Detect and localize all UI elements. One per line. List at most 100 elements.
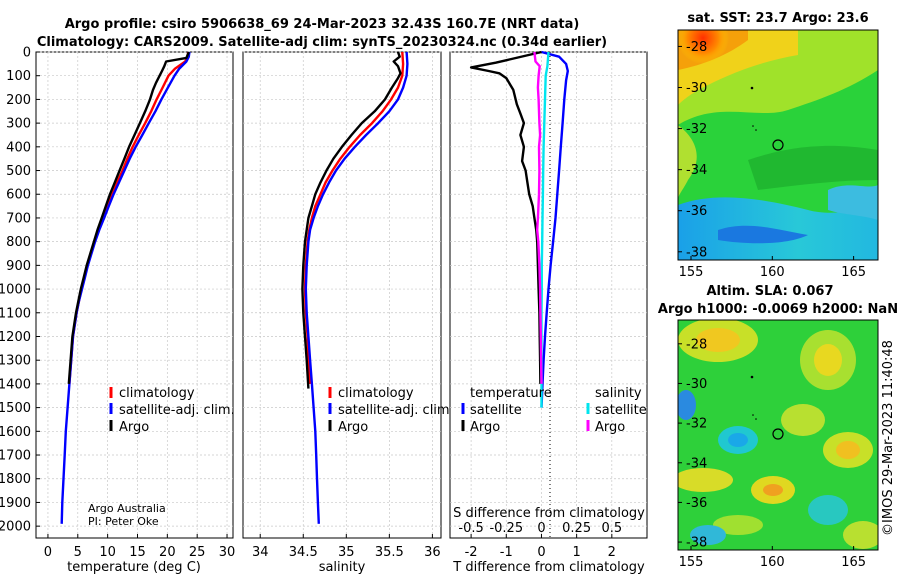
y-tick-label: 700 bbox=[6, 211, 31, 226]
sla-argo-position bbox=[772, 428, 784, 440]
salinity-legend-satellite: satellite-adj. clim. bbox=[338, 403, 454, 418]
temperature-legend: climatology satellite-adj. clim. Argo bbox=[109, 386, 235, 435]
x-tick-label: 35 bbox=[338, 545, 355, 560]
diff-legend-title-temperature: temperature bbox=[470, 386, 552, 401]
sla-float-track-dot bbox=[752, 414, 754, 416]
x-tick-label: 5 bbox=[74, 545, 82, 560]
sla-float-track-dot bbox=[755, 418, 757, 420]
map-y-tick-label: -32 bbox=[686, 122, 707, 137]
map-y-tick-label: -34 bbox=[686, 456, 707, 471]
x-tick-label: 2 bbox=[608, 545, 616, 560]
series-line-argo bbox=[301, 51, 402, 389]
series-line-satellite-adj-clim- bbox=[304, 51, 409, 524]
diff-legend-s-satellite: satellite bbox=[595, 403, 647, 418]
y-tick-label: 800 bbox=[6, 235, 31, 250]
difference-x-ticks: -2 -1 0 1 2 bbox=[465, 534, 616, 560]
sst-map-frame bbox=[677, 29, 879, 261]
map-y-tick-label: -32 bbox=[686, 417, 707, 432]
top-x-tick-label: 0 bbox=[537, 521, 545, 536]
difference-legend: temperature salinity satellite Argo sate… bbox=[461, 386, 647, 435]
map-x-tick-label: 155 bbox=[679, 555, 704, 570]
salinity-lines bbox=[301, 51, 409, 524]
salinity-legend-argo: Argo bbox=[338, 420, 368, 435]
y-tick-label: 1100 bbox=[0, 306, 31, 321]
imos-credit: ©IMOS 29-Mar-2023 11:40:48 bbox=[881, 340, 896, 536]
y-tick-label: 600 bbox=[6, 188, 31, 203]
x-tick-label: 35.5 bbox=[375, 545, 404, 560]
series-line-t-satellite bbox=[540, 50, 569, 408]
top-x-tick-label: -0.25 bbox=[489, 521, 523, 536]
sla-map-ticks: 155 160 165 -28 -30 -32 -34 -36 -38 bbox=[678, 337, 866, 570]
difference-top-x-ticks: -0.5 -0.25 0 0.25 0.5 bbox=[458, 521, 622, 536]
x-tick-label: 0 bbox=[44, 545, 52, 560]
y-tick-label: 1500 bbox=[0, 401, 31, 416]
y-tick-label: 900 bbox=[6, 259, 31, 274]
temperature-xlabel: temperature (deg C) bbox=[67, 560, 201, 575]
x-tick-label: -1 bbox=[500, 545, 513, 560]
y-tick-label: 1300 bbox=[0, 354, 31, 369]
y-tick-label: 100 bbox=[6, 69, 31, 84]
y-tick-label: 1000 bbox=[0, 283, 31, 298]
x-tick-label: -2 bbox=[465, 545, 478, 560]
y-tick-label: 0 bbox=[23, 46, 31, 61]
map-y-tick-label: -38 bbox=[686, 245, 707, 260]
x-tick-label: 30 bbox=[219, 545, 236, 560]
sla-map-frame bbox=[677, 319, 879, 551]
map-y-tick-label: -38 bbox=[686, 536, 707, 551]
y-tick-label: 2000 bbox=[0, 520, 31, 535]
x-tick-label: 15 bbox=[129, 545, 146, 560]
x-tick-label: 34 bbox=[252, 545, 269, 560]
top-x-tick-label: 0.5 bbox=[601, 521, 622, 536]
salinity-legend-climatology: climatology bbox=[338, 386, 414, 401]
temperature-x-ticks: 0 5 10 15 20 25 30 bbox=[44, 534, 236, 560]
sst-float-track-dot bbox=[750, 86, 754, 90]
sla-map-image bbox=[678, 320, 878, 550]
y-tick-label: 500 bbox=[6, 164, 31, 179]
difference-xlabel: T difference from climatology bbox=[452, 560, 645, 575]
sst-map-image bbox=[678, 30, 878, 260]
top-x-tick-label: -0.5 bbox=[458, 521, 483, 536]
y-tick-label: 300 bbox=[6, 117, 31, 132]
y-tick-label: 200 bbox=[6, 93, 31, 108]
temperature-lines bbox=[60, 51, 191, 524]
difference-grid bbox=[450, 51, 647, 538]
figure-title-line1: Argo profile: csiro 5906638_69 24-Mar-20… bbox=[65, 17, 580, 32]
figure-title-line2: Climatology: CARS2009. Satellite-adj cli… bbox=[37, 35, 607, 50]
temperature-legend-climatology: climatology bbox=[119, 386, 195, 401]
map-y-tick-label: -28 bbox=[686, 40, 707, 55]
y-tick-label: 1400 bbox=[0, 377, 31, 392]
diff-legend-s-argo: Argo bbox=[595, 420, 625, 435]
salinity-grid bbox=[243, 51, 441, 538]
map-y-tick-label: -36 bbox=[686, 496, 707, 511]
y-tick-label: 1800 bbox=[0, 472, 31, 487]
temperature-grid bbox=[36, 51, 233, 538]
x-tick-label: 25 bbox=[189, 545, 206, 560]
difference-lines bbox=[469, 50, 569, 408]
map-x-tick-label: 160 bbox=[760, 555, 785, 570]
map-x-tick-label: 165 bbox=[841, 265, 866, 280]
x-tick-label: 10 bbox=[99, 545, 116, 560]
map-y-tick-label: -28 bbox=[686, 337, 707, 352]
sla-map-subtitle: Argo h1000: -0.0069 h2000: NaN bbox=[658, 302, 898, 317]
temperature-axes-frame bbox=[35, 51, 234, 539]
diff-legend-title-salinity: salinity bbox=[595, 386, 642, 401]
series-line-s-argo bbox=[533, 51, 543, 384]
top-x-tick-label: 0.25 bbox=[562, 521, 591, 536]
difference-xlabel-top: S difference from climatology bbox=[453, 506, 645, 521]
x-tick-label: 1 bbox=[573, 545, 581, 560]
sla-float-track-dot bbox=[750, 375, 754, 379]
y-tick-label: 400 bbox=[6, 140, 31, 155]
series-line-t-argo bbox=[469, 50, 542, 384]
series-line-satellite-adj-clim- bbox=[60, 51, 191, 524]
salinity-xlabel: salinity bbox=[319, 560, 366, 575]
difference-panel: -2 -1 0 1 2 -0.5 -0.25 0 0.25 0.5 T difference f… bbox=[449, 50, 648, 575]
temperature-y-ticks: 0 100 200 300 400 500 600 700 800 900 1000 1100 1200… bbox=[0, 46, 40, 535]
map-y-tick-label: -36 bbox=[686, 204, 707, 219]
diff-legend-t-satellite: satellite bbox=[470, 403, 522, 418]
sst-float-track-dot bbox=[752, 125, 754, 127]
map-y-tick-label: -30 bbox=[686, 377, 707, 392]
sst-map-title: sat. SST: 23.7 Argo: 23.6 bbox=[687, 11, 868, 26]
sst-argo-position bbox=[772, 139, 784, 151]
y-tick-label: 1200 bbox=[0, 330, 31, 345]
